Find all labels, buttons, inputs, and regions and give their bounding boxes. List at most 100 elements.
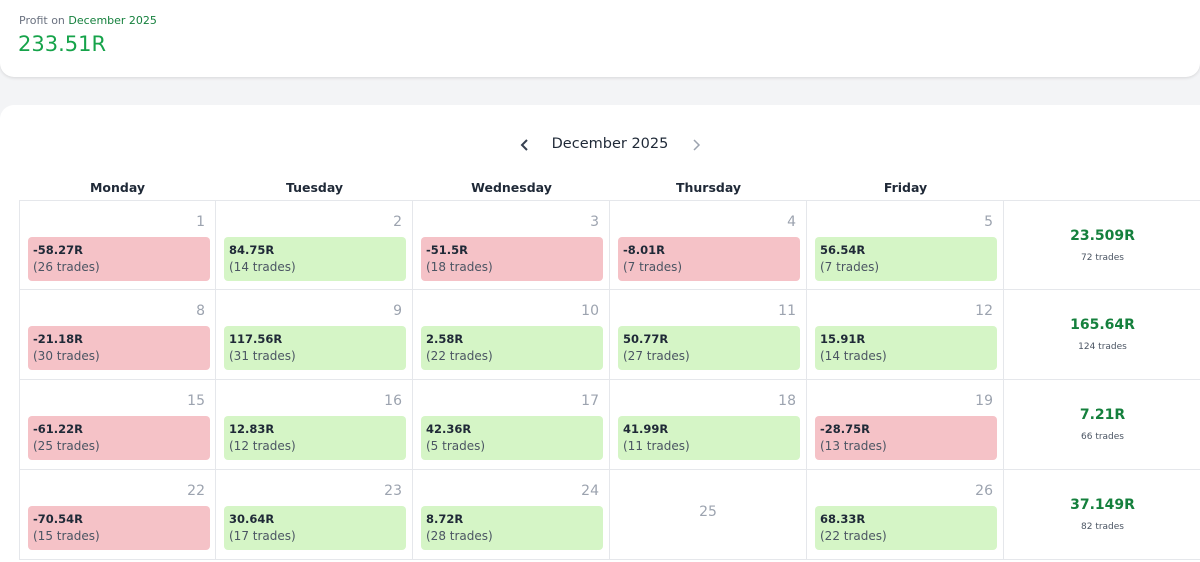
day-pnl: 8.72R bbox=[426, 512, 464, 526]
day-cell[interactable]: 25 bbox=[610, 470, 807, 560]
day-number: 23 bbox=[384, 483, 402, 499]
profit-period: December 2025 bbox=[68, 14, 157, 27]
day-number: 4 bbox=[787, 214, 796, 230]
day-pnl: -61.22R bbox=[33, 422, 84, 436]
day-pnl: 30.64R bbox=[229, 512, 275, 526]
day-cell[interactable]: 16 12.83R (12 trades) bbox=[216, 380, 413, 470]
day-cell[interactable]: 17 42.36R (5 trades) bbox=[413, 380, 610, 470]
day-result: -8.01R (7 trades) bbox=[618, 237, 800, 281]
day-pnl: 2.58R bbox=[426, 332, 464, 346]
day-number: 10 bbox=[581, 303, 599, 319]
day-result: -70.54R (15 trades) bbox=[28, 506, 210, 550]
day-cell[interactable]: 11 50.77R (27 trades) bbox=[610, 290, 807, 380]
day-result: -28.75R (13 trades) bbox=[815, 416, 997, 460]
day-result: 50.77R (27 trades) bbox=[618, 326, 800, 370]
day-cell[interactable]: 1 -58.27R (26 trades) bbox=[19, 200, 216, 290]
day-cell[interactable]: 2 84.75R (14 trades) bbox=[216, 200, 413, 290]
day-cell[interactable]: 23 30.64R (17 trades) bbox=[216, 470, 413, 560]
day-pnl: -51.5R bbox=[426, 243, 469, 257]
day-trades: (31 trades) bbox=[229, 349, 296, 363]
day-number: 11 bbox=[778, 303, 796, 319]
day-cell[interactable]: 4 -8.01R (7 trades) bbox=[610, 200, 807, 290]
weekday-label: Friday bbox=[883, 180, 928, 195]
week-pnl: 37.149R bbox=[1070, 497, 1135, 513]
day-cell[interactable]: 3 -51.5R (18 trades) bbox=[413, 200, 610, 290]
week-trades: 72 trades bbox=[1081, 253, 1124, 263]
day-result: 84.75R (14 trades) bbox=[224, 237, 406, 281]
week-pnl: 165.64R bbox=[1070, 317, 1135, 333]
day-cell[interactable]: 22 -70.54R (15 trades) bbox=[19, 470, 216, 560]
day-cell[interactable]: 26 68.33R (22 trades) bbox=[807, 470, 1004, 560]
day-cell[interactable]: 18 41.99R (11 trades) bbox=[610, 380, 807, 470]
day-pnl: 50.77R bbox=[623, 332, 669, 346]
day-trades: (30 trades) bbox=[33, 349, 100, 363]
prev-month[interactable] bbox=[519, 138, 531, 152]
calendar-card: December 2025 Monday Tuesday Wednesday Thur… bbox=[0, 105, 1200, 562]
day-cell[interactable]: 8 -21.18R (30 trades) bbox=[19, 290, 216, 380]
day-pnl: 42.36R bbox=[426, 422, 472, 436]
week-pnl: 7.21R bbox=[1079, 407, 1126, 423]
day-result: 117.56R (31 trades) bbox=[224, 326, 406, 370]
day-result: 12.83R (12 trades) bbox=[224, 416, 406, 460]
next-month[interactable] bbox=[690, 138, 702, 152]
day-cell[interactable]: 24 8.72R (28 trades) bbox=[413, 470, 610, 560]
day-number: 22 bbox=[187, 483, 205, 499]
day-pnl: -21.18R bbox=[33, 332, 84, 346]
day-trades: (17 trades) bbox=[229, 529, 296, 543]
profit-value: 233.51R bbox=[18, 32, 107, 56]
day-result: 2.58R (22 trades) bbox=[421, 326, 603, 370]
weekday-label: Thursday bbox=[675, 180, 742, 195]
day-trades: (13 trades) bbox=[820, 439, 887, 453]
week-total: 165.64R 124 trades bbox=[1004, 290, 1200, 380]
day-trades: (22 trades) bbox=[820, 529, 887, 543]
day-trades: (7 trades) bbox=[820, 260, 880, 274]
day-result: 42.36R (5 trades) bbox=[421, 416, 603, 460]
day-pnl: 68.33R bbox=[820, 512, 866, 526]
day-pnl: -58.27R bbox=[33, 243, 84, 257]
day-cell[interactable]: 9 117.56R (31 trades) bbox=[216, 290, 413, 380]
week-trades: 124 trades bbox=[1078, 342, 1127, 352]
day-pnl: -70.54R bbox=[33, 512, 84, 526]
day-trades: (26 trades) bbox=[33, 260, 100, 274]
day-trades: (14 trades) bbox=[229, 260, 296, 274]
day-result: 41.99R (11 trades) bbox=[618, 416, 800, 460]
day-trades: (14 trades) bbox=[820, 349, 887, 363]
day-number: 19 bbox=[975, 393, 993, 409]
day-cell[interactable]: 10 2.58R (22 trades) bbox=[413, 290, 610, 380]
day-number: 16 bbox=[384, 393, 402, 409]
day-trades: (27 trades) bbox=[623, 349, 690, 363]
day-pnl: 117.56R bbox=[229, 332, 283, 346]
day-pnl: -8.01R bbox=[623, 243, 666, 257]
day-number: 12 bbox=[975, 303, 993, 319]
day-result: 8.72R (28 trades) bbox=[421, 506, 603, 550]
week-trades: 66 trades bbox=[1081, 432, 1124, 442]
profit-card: Profit on December 2025 233.51R bbox=[0, 0, 1200, 77]
day-number: 17 bbox=[581, 393, 599, 409]
week-total: 7.21R 66 trades bbox=[1004, 380, 1200, 470]
day-cell[interactable]: 19 -28.75R (13 trades) bbox=[807, 380, 1004, 470]
day-result: 68.33R (22 trades) bbox=[815, 506, 997, 550]
day-number: 5 bbox=[984, 214, 993, 230]
day-trades: (11 trades) bbox=[623, 439, 690, 453]
day-number: 18 bbox=[778, 393, 796, 409]
day-cell[interactable]: 5 56.54R (7 trades) bbox=[807, 200, 1004, 290]
weekday-label: Wednesday bbox=[471, 180, 552, 195]
day-cell[interactable]: 12 15.91R (14 trades) bbox=[807, 290, 1004, 380]
day-trades: (5 trades) bbox=[426, 439, 486, 453]
day-trades: (12 trades) bbox=[229, 439, 296, 453]
day-trades: (28 trades) bbox=[426, 529, 493, 543]
day-number: 9 bbox=[393, 303, 402, 319]
day-pnl: -28.75R bbox=[820, 422, 871, 436]
day-result: 56.54R (7 trades) bbox=[815, 237, 997, 281]
week-total: 23.509R 72 trades bbox=[1004, 200, 1200, 290]
day-result: 15.91R (14 trades) bbox=[815, 326, 997, 370]
week-pnl: 23.509R bbox=[1070, 228, 1135, 244]
day-number: 8 bbox=[196, 303, 205, 319]
weekday-label: Tuesday bbox=[285, 180, 344, 195]
week-total: 37.149R 82 trades bbox=[1004, 470, 1200, 560]
day-cell[interactable]: 15 -61.22R (25 trades) bbox=[19, 380, 216, 470]
day-pnl: 15.91R bbox=[820, 332, 866, 346]
day-pnl: 41.99R bbox=[623, 422, 669, 436]
day-trades: (7 trades) bbox=[623, 260, 683, 274]
